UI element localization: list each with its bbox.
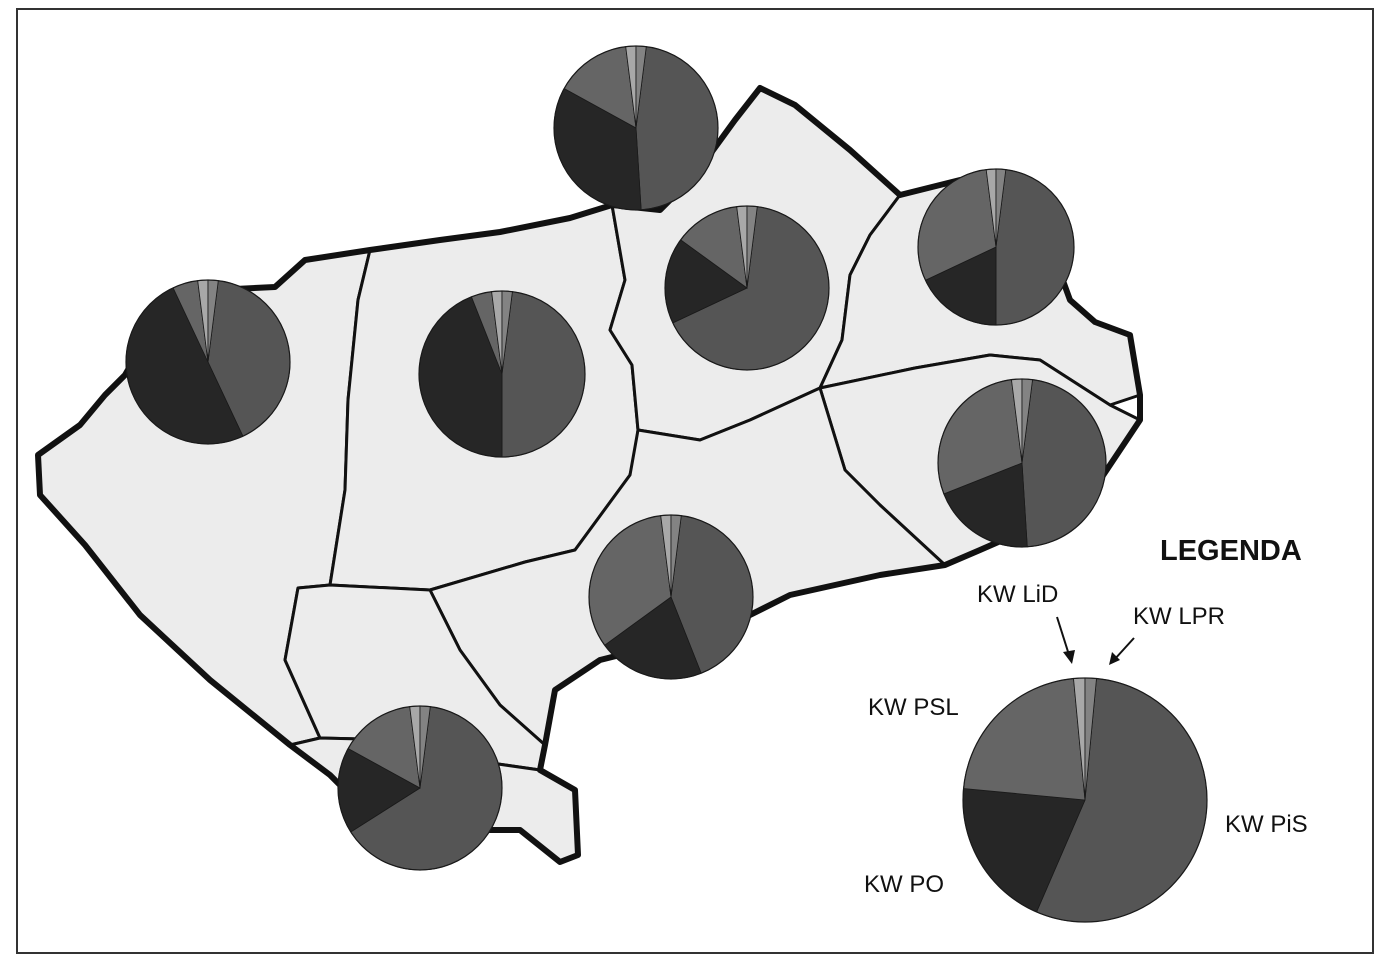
- region-pie-1: [125, 279, 291, 445]
- region-pie-5-edge: [917, 168, 1075, 326]
- legend-label-psl: KW PSL: [868, 694, 959, 721]
- region-pie-2-edge: [418, 290, 586, 458]
- legend-label-po: KW PO: [864, 871, 944, 898]
- region-pie-8: [337, 705, 503, 871]
- map-outline: [35, 85, 1143, 865]
- region-pies: [125, 45, 1107, 871]
- legend-label-lpr: KW LPR: [1133, 603, 1225, 630]
- legend-label-lid: KW LiD: [977, 581, 1058, 608]
- region-pie-6: [937, 378, 1107, 548]
- region-pie-7-edge: [588, 514, 754, 680]
- region-pie-7: [588, 514, 754, 680]
- arrow-lpr-head: [1109, 652, 1120, 665]
- legend-pie: [962, 677, 1208, 923]
- legend-pie-edge: [962, 677, 1208, 923]
- region-pie-4: [664, 205, 830, 371]
- arrow-lpr: [1113, 637, 1135, 661]
- region-pie-6-edge: [937, 378, 1107, 548]
- region-pie-4-edge: [664, 205, 830, 371]
- legend-title: LEGENDA: [1160, 535, 1302, 567]
- region-pie-1-edge: [125, 279, 291, 445]
- arrow-lid: [1056, 616, 1071, 659]
- legend-label-pis: KW PiS: [1225, 811, 1308, 838]
- region-pie-8-edge: [337, 705, 503, 871]
- region-pie-5: [917, 168, 1075, 326]
- region-pie-3-edge: [553, 45, 719, 211]
- region-pie-3: [553, 45, 719, 211]
- arrow-lid-head: [1063, 650, 1075, 664]
- region-pie-2: [418, 290, 586, 458]
- legend-arrows: [1056, 616, 1135, 665]
